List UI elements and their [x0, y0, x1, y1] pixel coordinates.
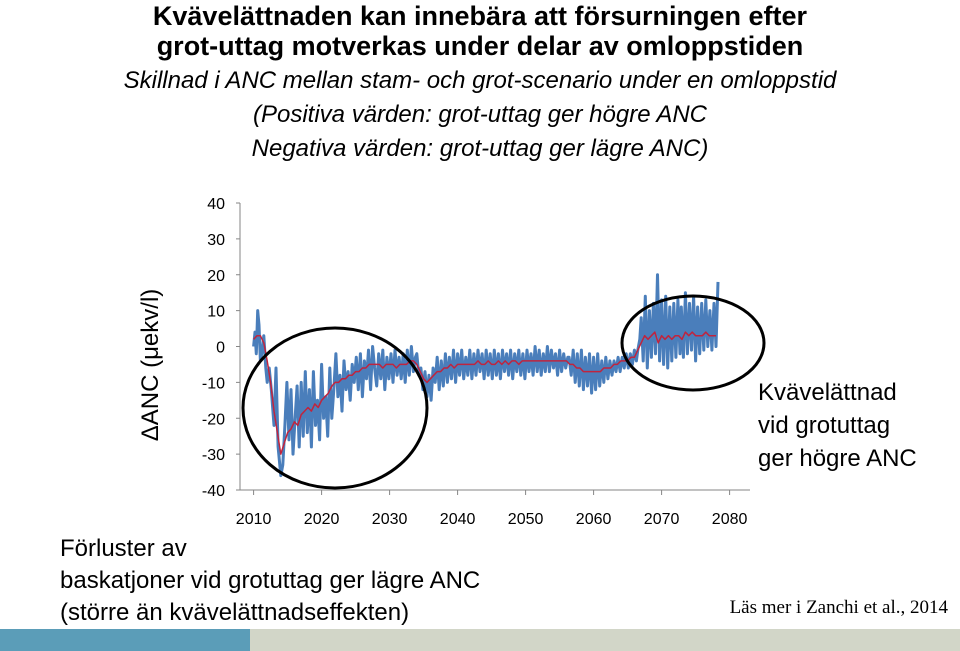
slide-title-line2: grot-uttag motverkas under delar av omlo…	[156, 31, 804, 61]
right-note-line3: ger högre ANC	[758, 445, 917, 472]
y-tick-label: 20	[207, 268, 225, 285]
y-tick-label: 40	[207, 196, 225, 213]
y-axis-label-text: ΔANC (μekv/l)	[137, 289, 164, 442]
bottom-note-line2: baskatjoner vid grotuttag ger lägre ANC	[60, 567, 481, 594]
x-tick-label: 2020	[304, 511, 340, 528]
reference-note: Läs mer i Zanchi et al., 2014	[729, 597, 948, 618]
x-tick-label: 2070	[644, 511, 680, 528]
highlight-ellipse-late-period	[620, 294, 766, 392]
y-tick-label: 10	[207, 304, 225, 321]
subtitle-line2: (Positiva värden: grot-uttag ger högre A…	[253, 101, 707, 128]
x-tick-label: 2050	[508, 511, 544, 528]
subtitle-line1: Skillnad i ANC mellan stam- och grot-sce…	[123, 67, 837, 94]
highlight-ellipse-early-period	[241, 326, 429, 490]
footer-bar-accent	[0, 629, 250, 651]
right-note-line1: Kvävelättnad	[758, 379, 897, 406]
series-smoothed-line	[253, 331, 716, 455]
x-tick-label: 2060	[576, 511, 612, 528]
right-note-line2: vid grotuttag	[758, 412, 891, 439]
y-tick-label: 0	[216, 340, 225, 357]
x-tick-label: 2010	[236, 511, 272, 528]
bottom-note-line3: (större än kvävelättnadseffekten)	[60, 599, 410, 626]
y-tick-label: -20	[202, 411, 225, 428]
x-tick-label: 2040	[440, 511, 476, 528]
subtitle-line3: Negativa värden: grot-uttag ger lägre AN…	[251, 135, 709, 162]
y-axis-label: ΔANC (μekv/l)	[137, 289, 164, 442]
bottom-note-line1: Förluster av	[60, 535, 187, 562]
y-tick-label: -30	[202, 447, 225, 464]
y-tick-label: -10	[202, 375, 225, 392]
x-tick-label: 2080	[712, 511, 748, 528]
y-tick-label: -40	[202, 483, 225, 500]
x-tick-label: 2030	[372, 511, 408, 528]
slide-title-line1: Kvävelättnaden kan innebära att försurni…	[152, 1, 808, 31]
y-tick-label: 30	[207, 232, 225, 249]
